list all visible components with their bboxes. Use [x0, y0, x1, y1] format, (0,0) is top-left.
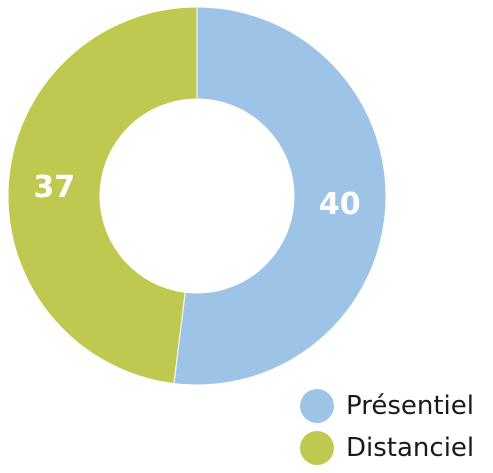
data-label-presentiel: 40: [319, 187, 361, 222]
data-label-distanciel: 37: [33, 170, 75, 205]
legend-label-presentiel: Présentiel: [346, 391, 474, 421]
legend-item-distanciel: Distanciel: [300, 427, 474, 469]
legend-swatch-distanciel: [300, 431, 334, 465]
donut-slice-distanciel: [7, 6, 198, 385]
legend-label-distanciel: Distanciel: [346, 433, 475, 463]
legend-item-presentiel: Présentiel: [300, 385, 474, 427]
chart-legend: Présentiel Distanciel: [300, 385, 474, 469]
donut-slice-presentiel: [173, 6, 387, 386]
legend-swatch-presentiel: [300, 389, 334, 423]
